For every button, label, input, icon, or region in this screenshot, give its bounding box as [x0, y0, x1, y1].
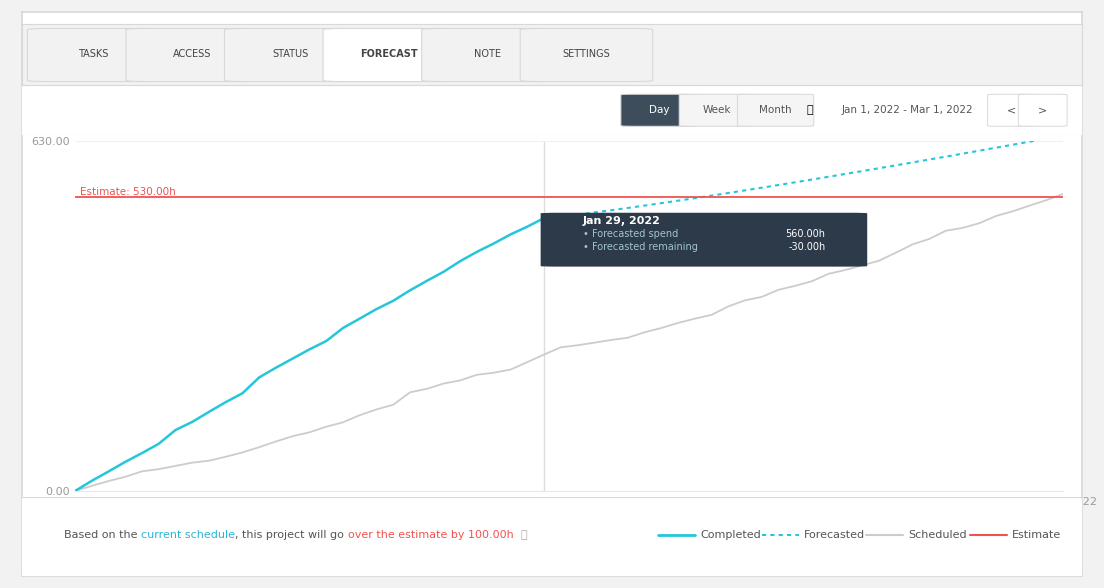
Text: ⓘ: ⓘ	[513, 530, 528, 540]
Text: TASKS: TASKS	[78, 49, 109, 59]
FancyBboxPatch shape	[224, 28, 357, 82]
Text: >: >	[1038, 105, 1048, 115]
Text: Month: Month	[760, 105, 792, 115]
FancyBboxPatch shape	[28, 28, 160, 82]
Text: current schedule: current schedule	[141, 530, 235, 540]
Text: -30.00h: -30.00h	[788, 242, 826, 252]
Text: SETTINGS: SETTINGS	[563, 49, 611, 59]
Text: Jan 1, 2022 - Mar 1, 2022: Jan 1, 2022 - Mar 1, 2022	[841, 105, 973, 115]
Text: <: <	[1007, 105, 1017, 115]
Text: Forecasted: Forecasted	[804, 530, 866, 540]
Text: Week: Week	[703, 105, 732, 115]
Text: Day: Day	[649, 105, 669, 115]
Text: 560.00h: 560.00h	[785, 229, 826, 239]
Text: 📅: 📅	[806, 105, 813, 115]
Text: STATUS: STATUS	[273, 49, 309, 59]
FancyBboxPatch shape	[520, 28, 652, 82]
Text: , this project will go: , this project will go	[235, 530, 348, 540]
Text: • Forecasted remaining: • Forecasted remaining	[583, 242, 698, 252]
Text: • Forecasted spend: • Forecasted spend	[583, 229, 678, 239]
FancyBboxPatch shape	[1018, 94, 1068, 126]
Text: ACCESS: ACCESS	[173, 49, 211, 59]
Text: Based on the: Based on the	[64, 530, 141, 540]
Text: Completed: Completed	[700, 530, 761, 540]
Text: FORECAST: FORECAST	[361, 49, 418, 59]
Text: over the estimate by 100.00h: over the estimate by 100.00h	[348, 530, 513, 540]
FancyBboxPatch shape	[422, 28, 554, 82]
Text: Estimate: Estimate	[1012, 530, 1061, 540]
FancyBboxPatch shape	[988, 94, 1037, 126]
FancyBboxPatch shape	[541, 213, 868, 266]
Text: NOTE: NOTE	[475, 49, 501, 59]
FancyBboxPatch shape	[323, 28, 456, 82]
Text: Scheduled: Scheduled	[909, 530, 967, 540]
FancyBboxPatch shape	[620, 94, 698, 126]
FancyBboxPatch shape	[737, 94, 814, 126]
Text: Jan 29, 2022: Jan 29, 2022	[583, 216, 660, 226]
Text: Estimate: 530.00h: Estimate: 530.00h	[79, 186, 176, 196]
FancyBboxPatch shape	[126, 28, 258, 82]
FancyBboxPatch shape	[679, 94, 755, 126]
